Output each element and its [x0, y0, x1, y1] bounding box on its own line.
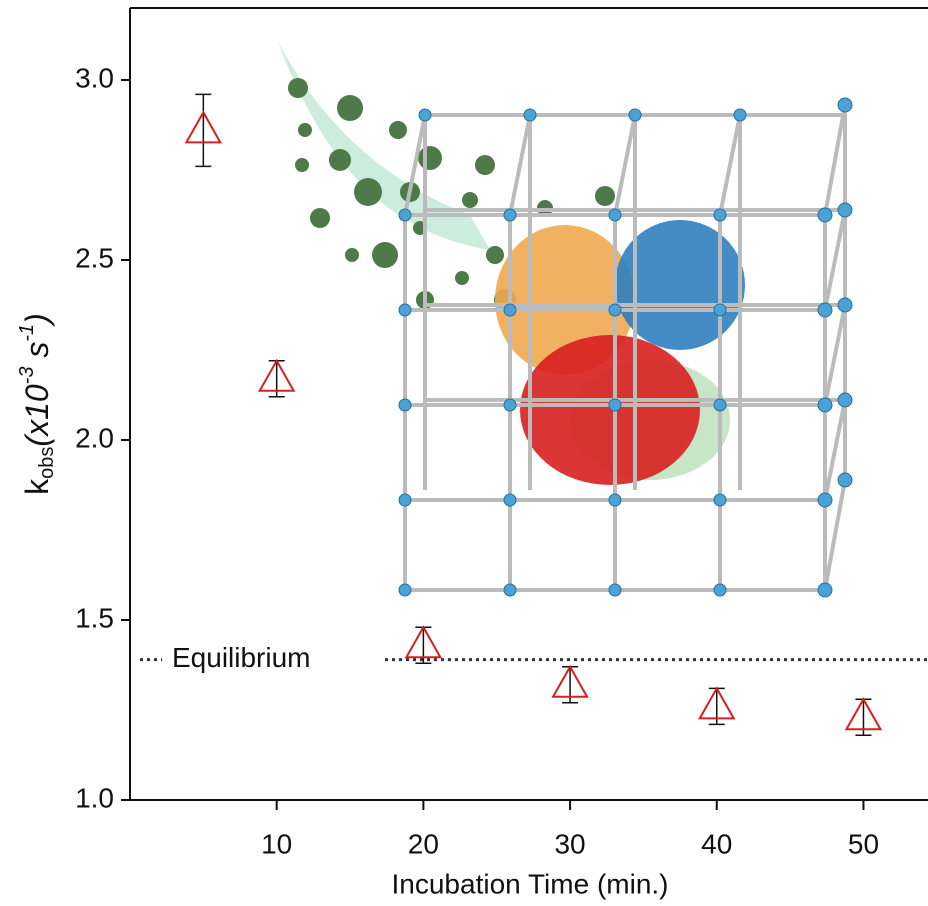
lattice-nodes — [398, 97, 853, 598]
marker — [698, 686, 736, 720]
error-bar — [195, 93, 212, 168]
illustration — [278, 42, 853, 598]
x-tick-label: 10 — [261, 828, 292, 859]
x-axis-label: Incubation Time (min.) — [392, 868, 669, 899]
x-tick-label: 40 — [701, 828, 732, 859]
y-tick-label: 2.5 — [75, 242, 114, 273]
y-label-sup1: -3 — [16, 367, 38, 385]
y-label-base: k — [19, 478, 55, 495]
y-axis-label: kobs(x10-3 s-1) — [16, 313, 58, 495]
y-label-open: (x10 — [19, 384, 55, 446]
y-tick-label: 3.0 — [75, 62, 114, 93]
reference-label: Equilibrium — [172, 642, 311, 673]
y-tick-label: 1.5 — [75, 602, 114, 633]
y-label-unit: s — [19, 342, 55, 367]
y-tick-label: 2.0 — [75, 422, 114, 453]
x-tick-label: 50 — [848, 828, 879, 859]
protein — [495, 220, 745, 485]
x-tick-label: 20 — [408, 828, 439, 859]
x-tick-label: 30 — [554, 828, 585, 859]
y-label-sup2: -1 — [16, 324, 38, 342]
y-label-close: ) — [19, 313, 55, 328]
marker — [257, 358, 296, 392]
marker — [844, 697, 883, 731]
marker — [404, 625, 443, 659]
marker — [551, 664, 589, 698]
y-label-sub: obs — [36, 447, 58, 479]
marker — [184, 110, 223, 144]
swoosh — [278, 42, 490, 250]
y-tick-label: 1.0 — [75, 782, 114, 813]
reference-label-bg — [162, 639, 382, 680]
